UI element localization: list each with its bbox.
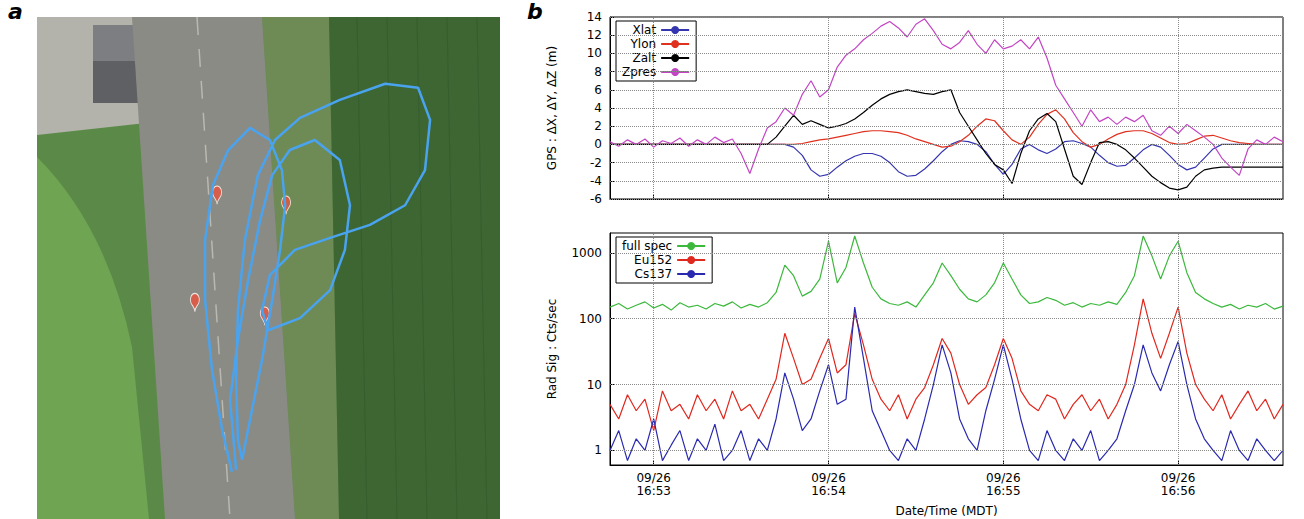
svg-text:16:53: 16:53	[636, 484, 671, 498]
svg-text:09/26: 09/26	[636, 471, 671, 485]
svg-text:09/26: 09/26	[811, 471, 846, 485]
svg-text:10: 10	[587, 46, 602, 60]
svg-text:16:54: 16:54	[811, 484, 846, 498]
svg-text:Rad Sig : Cts/sec: Rad Sig : Cts/sec	[545, 299, 559, 400]
html-text:a: a	[8, 0, 23, 24]
svg-text:-4: -4	[590, 174, 602, 188]
svg-text:1000: 1000	[571, 246, 602, 260]
svg-text:2: 2	[594, 119, 602, 133]
html-text:b: b	[527, 0, 543, 24]
svg-text:100: 100	[579, 312, 602, 326]
svg-text:16:56: 16:56	[1161, 484, 1196, 498]
svg-text:Cs137: Cs137	[634, 267, 673, 281]
svg-text:Eu152: Eu152	[634, 253, 673, 267]
svg-text:Zpres: Zpres	[622, 65, 656, 79]
svg-text:Ylon: Ylon	[630, 37, 657, 51]
svg-text:GPS : ΔX, ΔY, ΔZ (m): GPS : ΔX, ΔY, ΔZ (m)	[545, 46, 559, 170]
svg-text:Date/Time (MDT): Date/Time (MDT)	[895, 504, 997, 518]
svg-text:Zalt: Zalt	[632, 51, 657, 65]
svg-text:10: 10	[587, 378, 602, 392]
svg-text:09/26: 09/26	[986, 471, 1021, 485]
svg-text:-2: -2	[590, 156, 602, 170]
svg-text:14: 14	[587, 10, 602, 24]
svg-text:16:55: 16:55	[986, 484, 1021, 498]
svg-text:Xlat: Xlat	[633, 23, 657, 37]
svg-text:0: 0	[594, 137, 602, 151]
svg-text:12: 12	[587, 28, 602, 42]
svg-text:09/26: 09/26	[1161, 471, 1196, 485]
svg-text:full spec: full spec	[622, 239, 672, 253]
svg-text:-6: -6	[590, 192, 602, 206]
svg-text:6: 6	[594, 83, 602, 97]
svg-text:4: 4	[594, 101, 602, 115]
svg-text:1: 1	[594, 443, 602, 457]
svg-text:8: 8	[594, 65, 602, 79]
